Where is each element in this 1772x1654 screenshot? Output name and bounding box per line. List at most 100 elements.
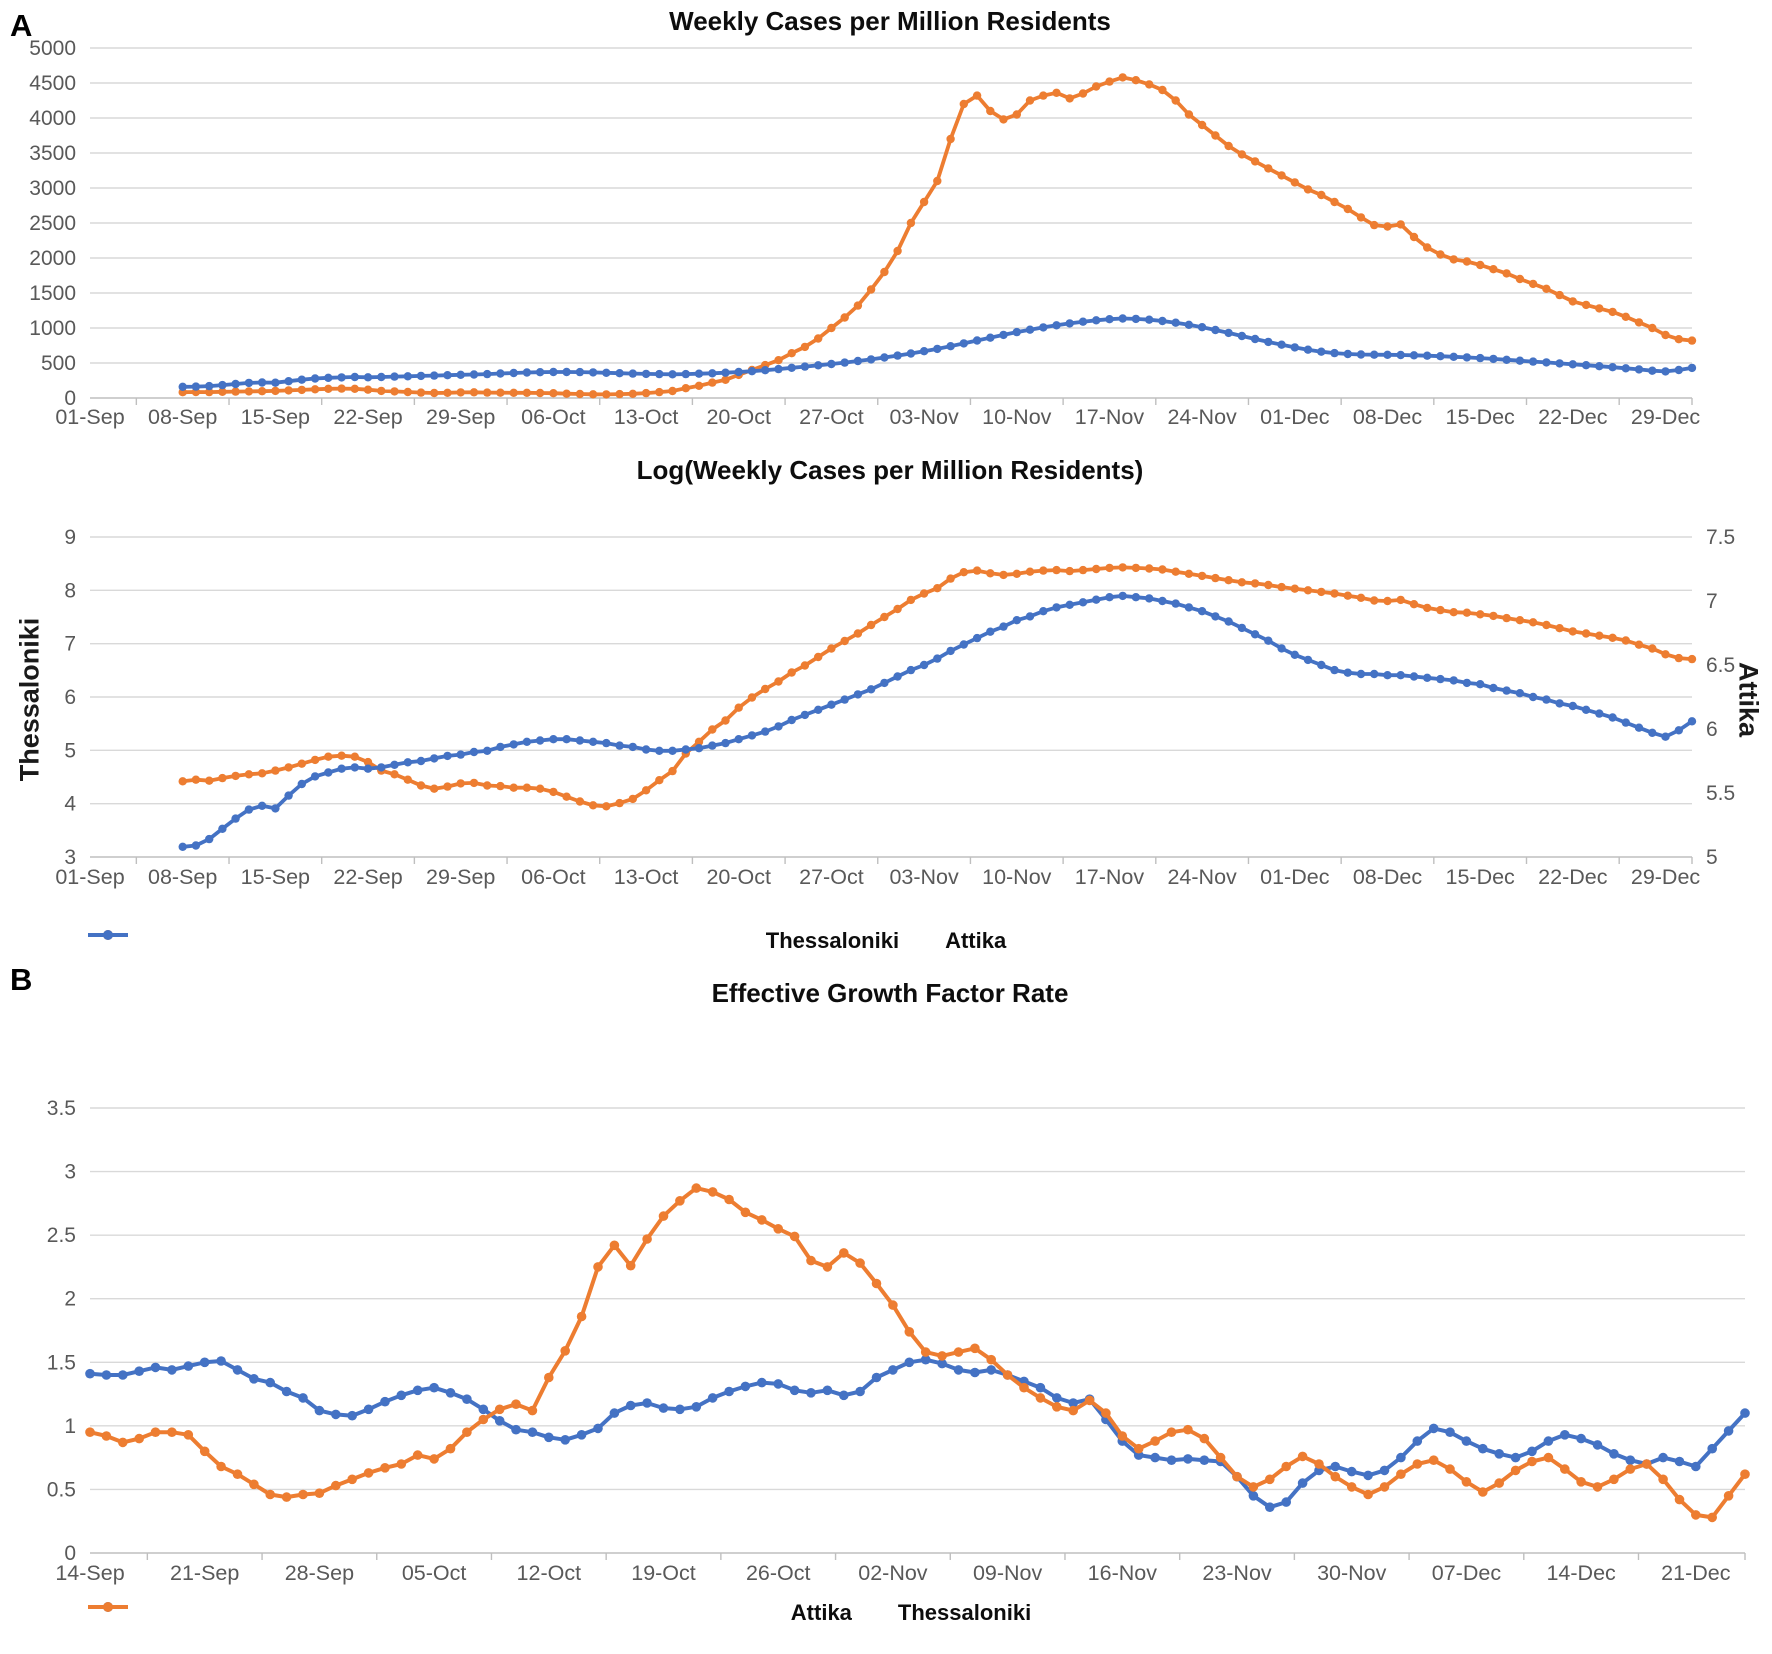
weekly-cases-chart-title: Weekly Cases per Million Residents	[669, 6, 1111, 36]
svg-text:1: 1	[64, 1415, 76, 1438]
attika-line-marker-icon	[88, 930, 128, 940]
svg-text:24-Nov: 24-Nov	[1167, 405, 1237, 429]
svg-text:5.5: 5.5	[1706, 782, 1735, 805]
svg-text:1500: 1500	[29, 282, 76, 305]
svg-text:29-Dec: 29-Dec	[1631, 865, 1701, 889]
svg-text:01-Dec: 01-Dec	[1260, 865, 1330, 889]
weekly-cases-chart: 0 500 1000 1500 2000 2500 3000 3500 4000 4500 5000…	[29, 37, 1701, 429]
series-attika	[178, 591, 1697, 851]
legend-item-thessaloniki[interactable]: Thessaloniki	[88, 928, 899, 954]
series-thessaloniki	[178, 563, 1697, 811]
svg-text:2500: 2500	[29, 212, 76, 235]
svg-text:7: 7	[1706, 590, 1718, 613]
svg-text:05-Oct: 05-Oct	[402, 1561, 467, 1585]
log-cases-chart: 3 4 5 6 7 8 9 5 5.5 6 6.5 7 7.5 01-Sep 08-Sep 15-Sep 22-…	[55, 526, 1735, 889]
svg-text:03-Nov: 03-Nov	[889, 405, 959, 429]
panel-a-label: A	[10, 8, 33, 43]
series-attika	[85, 1354, 1750, 1512]
svg-text:30-Nov: 30-Nov	[1317, 1561, 1387, 1585]
svg-text:29-Sep: 29-Sep	[426, 865, 495, 889]
svg-text:15-Dec: 15-Dec	[1446, 865, 1516, 889]
svg-text:26-Oct: 26-Oct	[746, 1561, 811, 1585]
svg-text:15-Sep: 15-Sep	[241, 865, 310, 889]
series-thessaloniki	[178, 73, 1697, 399]
x-axis-ticks	[135, 398, 1693, 405]
svg-text:03-Nov: 03-Nov	[889, 865, 959, 889]
svg-text:21-Sep: 21-Sep	[170, 1561, 239, 1585]
svg-text:23-Nov: 23-Nov	[1202, 1561, 1272, 1585]
svg-text:22-Sep: 22-Sep	[333, 405, 402, 429]
svg-text:06-Oct: 06-Oct	[521, 865, 586, 889]
gridlines	[90, 47, 1692, 399]
svg-text:16-Nov: 16-Nov	[1088, 1561, 1158, 1585]
svg-text:3: 3	[64, 1161, 76, 1184]
svg-text:1000: 1000	[29, 317, 76, 340]
svg-text:14-Dec: 14-Dec	[1546, 1561, 1616, 1585]
svg-text:13-Oct: 13-Oct	[614, 865, 679, 889]
svg-text:22-Sep: 22-Sep	[333, 865, 402, 889]
svg-text:5: 5	[1706, 846, 1718, 869]
svg-text:17-Nov: 17-Nov	[1075, 405, 1145, 429]
svg-text:6: 6	[64, 686, 76, 709]
svg-text:29-Sep: 29-Sep	[426, 405, 495, 429]
svg-text:15-Sep: 15-Sep	[241, 405, 310, 429]
svg-text:6: 6	[1706, 718, 1718, 741]
svg-text:2000: 2000	[29, 247, 76, 270]
svg-text:09-Nov: 09-Nov	[973, 1561, 1043, 1585]
svg-text:5: 5	[64, 739, 76, 762]
svg-text:4: 4	[64, 793, 76, 816]
svg-text:5000: 5000	[29, 37, 76, 60]
svg-text:12-Oct: 12-Oct	[517, 1561, 582, 1585]
svg-text:08-Dec: 08-Dec	[1353, 405, 1423, 429]
svg-text:500: 500	[41, 352, 76, 375]
svg-text:07-Dec: 07-Dec	[1432, 1561, 1502, 1585]
svg-text:2.5: 2.5	[47, 1224, 76, 1247]
legend-item-attika[interactable]: Attika	[88, 928, 1006, 954]
svg-text:3500: 3500	[29, 142, 76, 165]
svg-text:01-Dec: 01-Dec	[1260, 405, 1330, 429]
svg-text:3000: 3000	[29, 177, 76, 200]
svg-text:29-Dec: 29-Dec	[1631, 405, 1701, 429]
svg-text:3.5: 3.5	[47, 1097, 76, 1120]
svg-text:6.5: 6.5	[1706, 654, 1735, 677]
log-chart-legend: Thessaloniki Attika	[86, 928, 1686, 954]
svg-text:2: 2	[64, 1288, 76, 1311]
svg-text:08-Dec: 08-Dec	[1353, 865, 1423, 889]
legend-label: Attika	[790, 1600, 852, 1625]
svg-text:27-Oct: 27-Oct	[799, 405, 864, 429]
svg-text:08-Sep: 08-Sep	[148, 865, 217, 889]
svg-text:1.5: 1.5	[47, 1351, 76, 1374]
legend-label: Thessaloniki	[897, 1600, 1032, 1625]
svg-text:02-Nov: 02-Nov	[858, 1561, 928, 1585]
gridlines	[90, 1107, 1745, 1554]
growth-rate-chart: 0 0.5 1 1.5 2 2.5 3 3.5 14-Sep 21-Sep 28-Sep 05-Oct…	[47, 1097, 1750, 1585]
x-axis-ticks	[135, 857, 1693, 864]
svg-text:01-Sep: 01-Sep	[55, 865, 124, 889]
legend-item-attika[interactable]: Attika	[88, 1600, 852, 1626]
svg-text:20-Oct: 20-Oct	[706, 405, 771, 429]
growth-rate-chart-title: Effective Growth Factor Rate	[711, 978, 1069, 1008]
svg-text:17-Nov: 17-Nov	[1075, 865, 1145, 889]
series-thessaloniki	[85, 1183, 1750, 1523]
svg-text:10-Nov: 10-Nov	[982, 865, 1052, 889]
gridlines	[90, 536, 1692, 858]
svg-text:7.5: 7.5	[1706, 526, 1735, 549]
legend-item-thessaloniki[interactable]: Thessaloniki	[88, 1600, 1032, 1626]
svg-text:7: 7	[64, 633, 76, 656]
svg-text:15-Dec: 15-Dec	[1446, 405, 1516, 429]
svg-text:19-Oct: 19-Oct	[631, 1561, 696, 1585]
svg-text:22-Dec: 22-Dec	[1538, 405, 1608, 429]
series-attika	[178, 314, 1697, 391]
thessaloniki-line-marker-icon	[88, 1602, 128, 1612]
svg-text:8: 8	[64, 579, 76, 602]
svg-text:13-Oct: 13-Oct	[614, 405, 679, 429]
svg-text:0: 0	[64, 1542, 76, 1565]
svg-text:22-Dec: 22-Dec	[1538, 865, 1608, 889]
svg-text:4000: 4000	[29, 107, 76, 130]
svg-text:0.5: 0.5	[47, 1478, 76, 1501]
svg-text:06-Oct: 06-Oct	[521, 405, 586, 429]
svg-text:10-Nov: 10-Nov	[982, 405, 1052, 429]
growth-chart-legend: Attika Thessaloniki	[86, 1600, 1736, 1626]
svg-text:14-Sep: 14-Sep	[55, 1561, 124, 1585]
svg-text:20-Oct: 20-Oct	[706, 865, 771, 889]
